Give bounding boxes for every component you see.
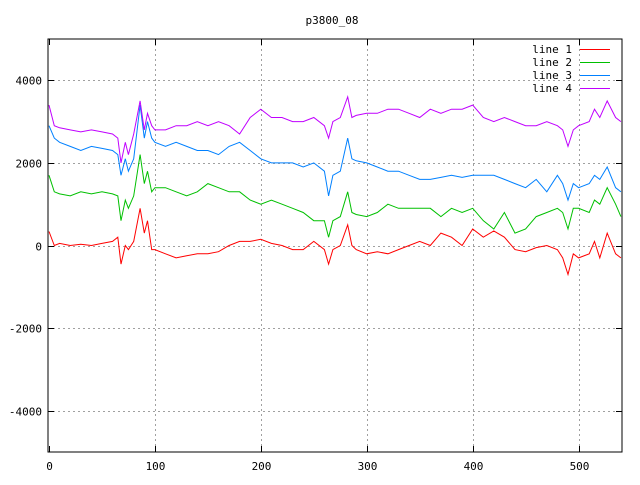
y-tick-label: 0 [35, 241, 42, 254]
x-tick-label: 0 [46, 460, 53, 473]
series-line-3 [48, 105, 622, 202]
x-tick-label: 400 [464, 460, 484, 473]
axis-ticks: 0 100 200 300 400 500 -4000 -2000 0 2000 4000 [9, 39, 622, 473]
y-tick-label: 4000 [16, 75, 43, 88]
y-tick-label: -4000 [9, 406, 42, 419]
series-line-4 [48, 94, 622, 164]
legend-label: line 2 [532, 56, 572, 69]
y-tick-label: 2000 [16, 158, 43, 171]
plot-border [47, 38, 623, 453]
x-tick-label: 100 [146, 460, 166, 473]
x-tick-label: 500 [570, 460, 590, 473]
chart-title: p3800_08 [306, 14, 359, 27]
series-line-1 [48, 208, 622, 277]
legend-label: line 4 [532, 82, 572, 95]
legend-label: line 3 [532, 69, 572, 82]
y-tick-label: -2000 [9, 323, 42, 336]
grid [48, 39, 622, 452]
x-tick-label: 200 [252, 460, 272, 473]
legend-label: line 1 [532, 43, 572, 56]
series-lines [48, 94, 622, 277]
series-line-2 [48, 154, 622, 238]
x-tick-label: 300 [358, 460, 378, 473]
